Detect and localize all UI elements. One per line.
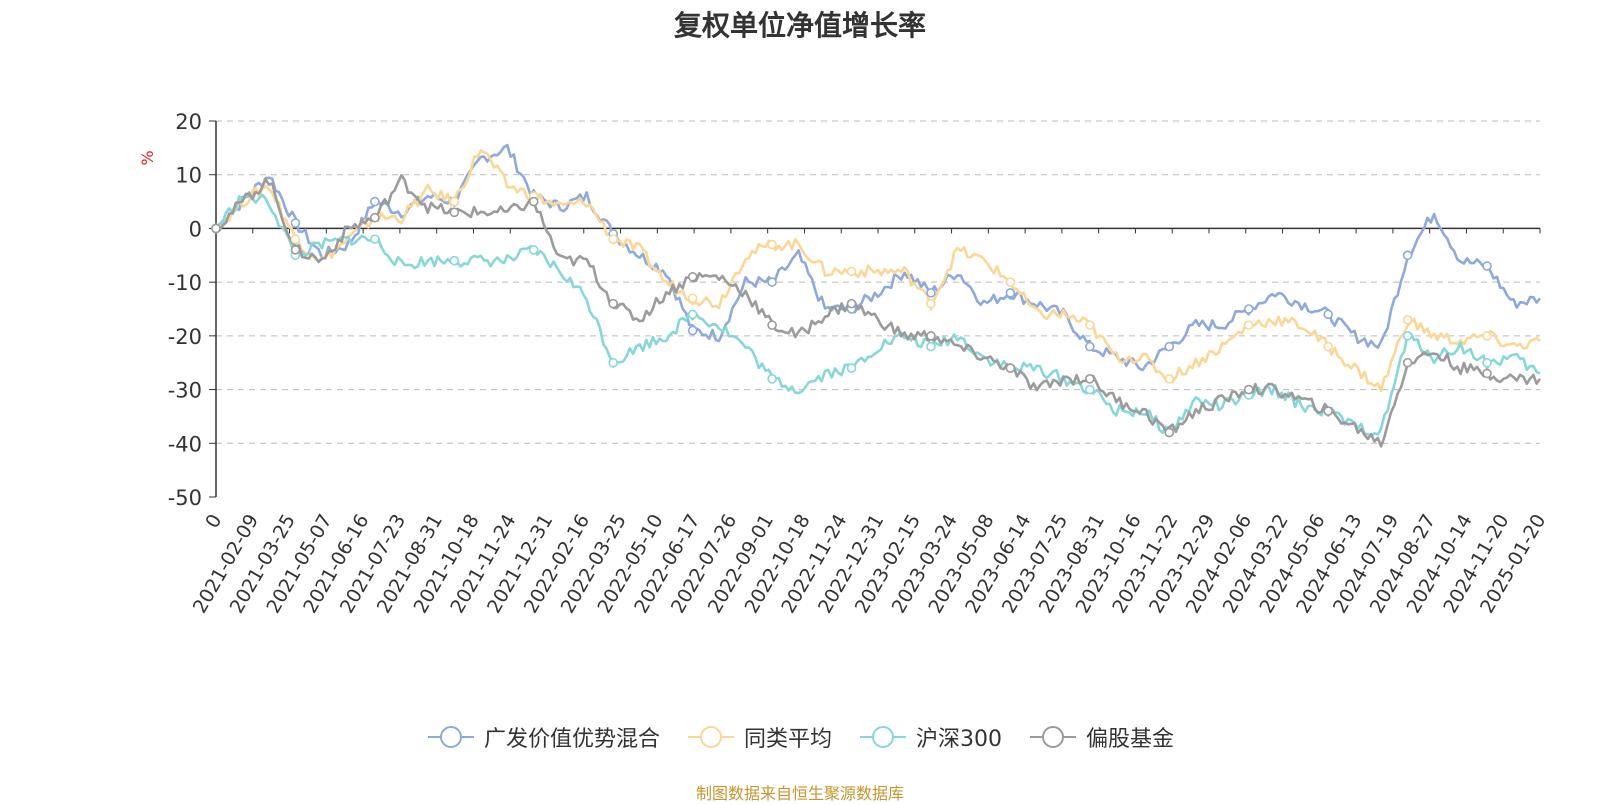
data-point (370, 234, 380, 244)
y-tick-label: -10 (168, 271, 202, 295)
data-point (767, 239, 777, 250)
legend-label: 沪深300 (916, 727, 1002, 752)
data-point (846, 363, 857, 373)
series-line (214, 191, 1541, 438)
legend-line-circle-icon (427, 726, 474, 748)
legend-line-circle-icon (687, 726, 734, 748)
data-point (1402, 331, 1413, 341)
data-point (1402, 250, 1413, 261)
data-point (767, 320, 777, 330)
y-tick-label: -20 (168, 325, 202, 349)
y-tick-label: 20 (175, 110, 202, 134)
data-point (926, 298, 936, 309)
data-point (1482, 368, 1492, 379)
data-point (1402, 314, 1413, 325)
y-tick-label: -30 (168, 379, 202, 403)
legend: 广发价值优势混合 同类平均 沪深300 偏股基金 (0, 721, 1600, 753)
data-point (1085, 320, 1095, 330)
data-point (290, 245, 301, 255)
data-point (846, 266, 857, 277)
legend-item[interactable]: 沪深300 (858, 721, 1002, 753)
y-tick-label: 0 (189, 217, 202, 241)
y-tick-label: 10 (175, 164, 202, 188)
legend-line-circle-icon (860, 726, 906, 748)
data-point (926, 288, 936, 298)
data-point (211, 223, 221, 234)
data-point (846, 298, 857, 309)
y-tick-label: -40 (168, 432, 202, 456)
data-point (1323, 406, 1333, 416)
data-point (687, 309, 698, 320)
legend-item[interactable]: 偏股基金 (1028, 721, 1174, 753)
data-point (687, 293, 698, 304)
data-point (1323, 341, 1333, 352)
data-point (1005, 277, 1016, 287)
data-point (290, 218, 301, 228)
data-point (608, 234, 619, 244)
chart-title: 复权单位净值增长率 (673, 9, 926, 42)
data-point (767, 374, 777, 384)
data-point (767, 277, 777, 287)
data-point (926, 341, 936, 352)
series-line (215, 149, 1541, 393)
legend-label: 同类平均 (743, 727, 832, 752)
data-point (687, 271, 698, 282)
data-point (449, 255, 460, 266)
series-line (215, 174, 1542, 448)
data-point (1402, 357, 1413, 368)
data-point (1164, 374, 1175, 384)
data-point (370, 196, 380, 207)
y-tick-label: -50 (168, 486, 202, 510)
legend-label: 偏股基金 (1086, 727, 1175, 752)
data-point (370, 212, 380, 223)
series-lines (214, 143, 1542, 448)
data-point (1323, 309, 1333, 320)
x-tick-label: 0 (201, 511, 226, 532)
data-point (1243, 320, 1254, 330)
data-point (608, 357, 619, 368)
data-point (449, 207, 460, 218)
data-point (687, 325, 698, 336)
data-point (1005, 288, 1016, 298)
source-note: 制图数据来自恒生聚源数据库 (695, 784, 904, 803)
legend-line-circle-icon (1030, 726, 1076, 748)
legend-item[interactable]: 同类平均 (686, 721, 832, 753)
data-point (608, 298, 619, 309)
data-point (1482, 357, 1492, 368)
data-point (1243, 304, 1254, 314)
legend-label: 广发价值优势混合 (483, 727, 660, 752)
data-point (449, 196, 460, 207)
data-point (1005, 363, 1016, 373)
line-chart: 20100-10-20-30-40-5002021-02-092021-03-2… (138, 110, 1550, 617)
legend-item[interactable]: 广发价值优势混合 (426, 721, 660, 753)
data-point (1482, 331, 1492, 341)
data-point (1164, 427, 1175, 438)
data-point (528, 196, 539, 207)
data-point (528, 245, 539, 255)
data-point (1085, 384, 1095, 395)
data-point (1085, 341, 1095, 352)
data-point (1243, 384, 1254, 395)
data-point (1164, 341, 1175, 352)
data-point (1482, 261, 1492, 271)
data-point (926, 331, 936, 341)
data-point (290, 234, 301, 244)
y-axis-unit-label: % (138, 150, 157, 165)
grid-lines (216, 120, 1540, 444)
data-point (1085, 374, 1095, 384)
series-markers (211, 191, 1492, 438)
